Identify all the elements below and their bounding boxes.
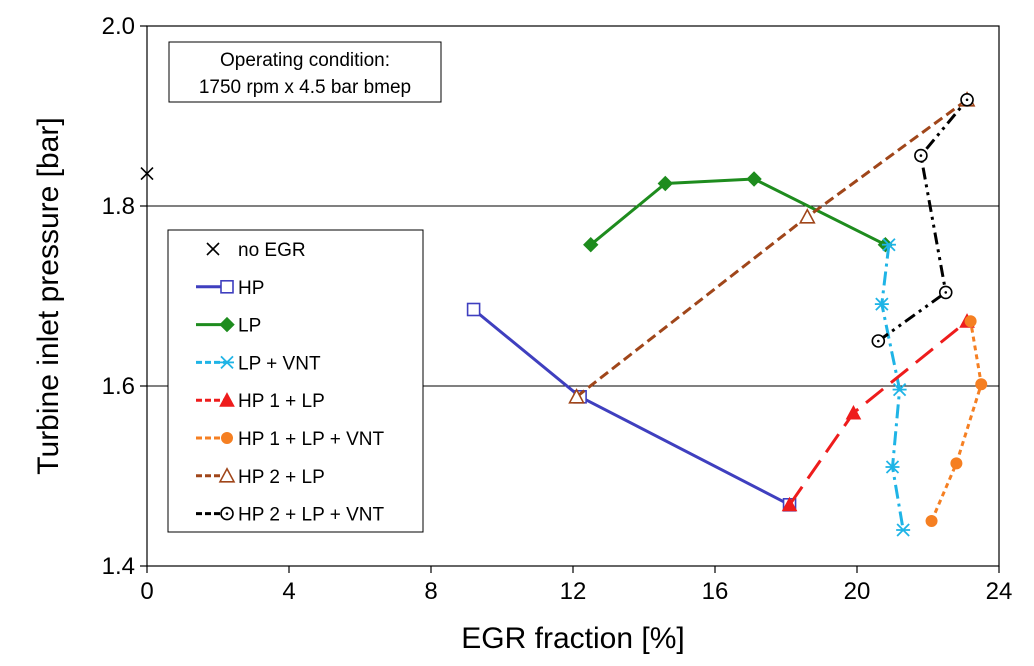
x-axis-title: EGR fraction [%] [461, 622, 684, 655]
legend-swatch-marker [221, 432, 233, 444]
data-point-hp-2-plus-lp [568, 388, 585, 404]
y-tick-label: 1.6 [102, 373, 135, 400]
series-hp-1-plus-lp [781, 313, 975, 512]
data-point-lp [746, 171, 762, 187]
annotation-frame [168, 41, 442, 103]
x-tick-label: 4 [282, 578, 295, 605]
legend-swatch-marker [206, 242, 220, 256]
annotation-line1: Operating condition: [220, 50, 390, 71]
data-point-lp-plus-vnt [896, 523, 911, 537]
data-point-hp-1-plus-lp [845, 404, 862, 420]
data-point-lp [583, 236, 599, 253]
series-hp-2-plus-lp-plus-vnt [871, 93, 974, 348]
data-point-hp-2-plus-lp [798, 208, 816, 224]
data-point-lp-plus-vnt [885, 460, 900, 474]
legend-swatch-marker [220, 506, 234, 521]
data-point-hp-2-plus-lp-plus-vnt [871, 334, 886, 348]
data-point-hp-1-plus-lp-plus-vnt [975, 378, 988, 391]
y-tick-label: 1.4 [102, 553, 135, 580]
legend-label: HP 1 + LP [238, 391, 325, 412]
series-lp [583, 171, 894, 253]
x-axis: 0 4 8 12 16 20 24 [140, 566, 1012, 605]
series-layer [140, 91, 988, 537]
x-tick-label: 20 [844, 578, 871, 605]
series-line-lp [589, 177, 887, 247]
data-point-lp-plus-vnt [892, 382, 907, 397]
series-lp-plus-vnt [874, 238, 911, 537]
legend-swatch-marker [220, 355, 234, 370]
legend-label: HP [238, 278, 264, 299]
data-point-hp-1-plus-lp-plus-vnt [950, 457, 963, 470]
series-line-hp-1-plus-lp-plus-vnt [930, 320, 983, 522]
x-tick-label: 0 [140, 578, 153, 605]
legend-swatch-marker [220, 279, 234, 294]
data-point-lp [657, 175, 674, 192]
legend-item-hp-1-plus-lp: HP 1 + LP [196, 391, 325, 412]
data-point-lp-plus-vnt [874, 297, 889, 311]
legend-swatch-marker [218, 467, 236, 483]
annotation-line2: 1750 rpm x 4.5 bar bmep [199, 77, 411, 98]
y-tick-label: 2.0 [102, 13, 135, 40]
legend-item-hp: HP [196, 278, 264, 299]
legend-items: no EGR HP LP LP + VNT HP 1 + LP HP 1 + LP + V… [196, 240, 384, 526]
series-hp-1-plus-lp-plus-vnt [925, 315, 988, 527]
x-tick-label: 12 [560, 578, 587, 605]
legend-label: HP 2 + LP + VNT [238, 505, 384, 526]
x-tick-label: 24 [986, 578, 1013, 605]
legend-item-hp-2-plus-lp-plus-vnt: HP 2 + LP + VNT [196, 505, 384, 526]
series-no-egr [140, 167, 154, 181]
y-axis-title: Turbine inlet pressure [bar] [32, 117, 65, 474]
legend-item-hp-2-plus-lp: HP 2 + LP [196, 467, 325, 488]
data-point-hp-2-plus-lp-plus-vnt [938, 285, 953, 300]
legend: no EGR HP LP LP + VNT HP 1 + LP HP 1 + LP + V… [167, 229, 424, 533]
legend-label: no EGR [238, 240, 306, 261]
legend-label: HP 2 + LP [238, 467, 325, 488]
legend-label: LP [238, 316, 261, 337]
data-point-hp-2-plus-lp-plus-vnt [914, 148, 928, 163]
legend-item-lp: LP [196, 316, 261, 337]
legend-label: HP 1 + LP + VNT [238, 429, 384, 450]
series-line-hp-2-plus-lp-plus-vnt [877, 98, 969, 343]
y-axis: 1.4 1.6 1.8 2.0 [102, 13, 147, 580]
legend-frame [167, 229, 424, 533]
legend-swatch-marker [219, 392, 235, 407]
legend-swatch-marker [219, 316, 235, 333]
legend-item-hp-1-plus-lp-plus-vnt: HP 1 + LP + VNT [196, 429, 384, 450]
data-point-lp-plus-vnt [881, 238, 896, 252]
legend-item-lp-plus-vnt: LP + VNT [196, 353, 321, 374]
data-point-hp [466, 302, 481, 317]
data-point-hp-1-plus-lp-plus-vnt [925, 515, 938, 527]
data-point-hp-2-plus-lp-plus-vnt [960, 93, 974, 107]
x-tick-label: 8 [424, 578, 437, 605]
y-tick-label: 1.8 [102, 193, 135, 220]
data-point-hp-1-plus-lp-plus-vnt [964, 315, 977, 328]
data-point-hp-1-plus-lp [781, 496, 798, 512]
data-point-no-egr [140, 167, 154, 181]
x-tick-label: 16 [702, 578, 729, 605]
legend-item-no-egr: no EGR [206, 240, 306, 261]
annotation-box: Operating condition: 1750 rpm x 4.5 bar … [168, 41, 442, 103]
legend-label: LP + VNT [238, 353, 321, 374]
